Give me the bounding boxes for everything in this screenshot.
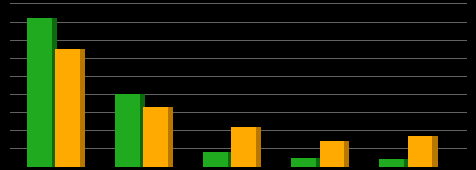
Bar: [431, 136, 436, 167]
Bar: [52, 18, 57, 167]
Bar: [55, 49, 80, 167]
Bar: [291, 158, 315, 167]
Bar: [228, 152, 233, 167]
Bar: [115, 94, 139, 167]
Bar: [27, 18, 52, 167]
Bar: [143, 107, 168, 167]
Bar: [344, 141, 349, 167]
Bar: [203, 152, 228, 167]
Bar: [139, 94, 145, 167]
Bar: [378, 159, 403, 167]
Bar: [168, 107, 173, 167]
Bar: [403, 159, 408, 167]
Bar: [315, 158, 321, 167]
Bar: [231, 127, 256, 167]
Bar: [80, 49, 85, 167]
Bar: [256, 127, 261, 167]
Bar: [319, 141, 344, 167]
Bar: [407, 136, 431, 167]
